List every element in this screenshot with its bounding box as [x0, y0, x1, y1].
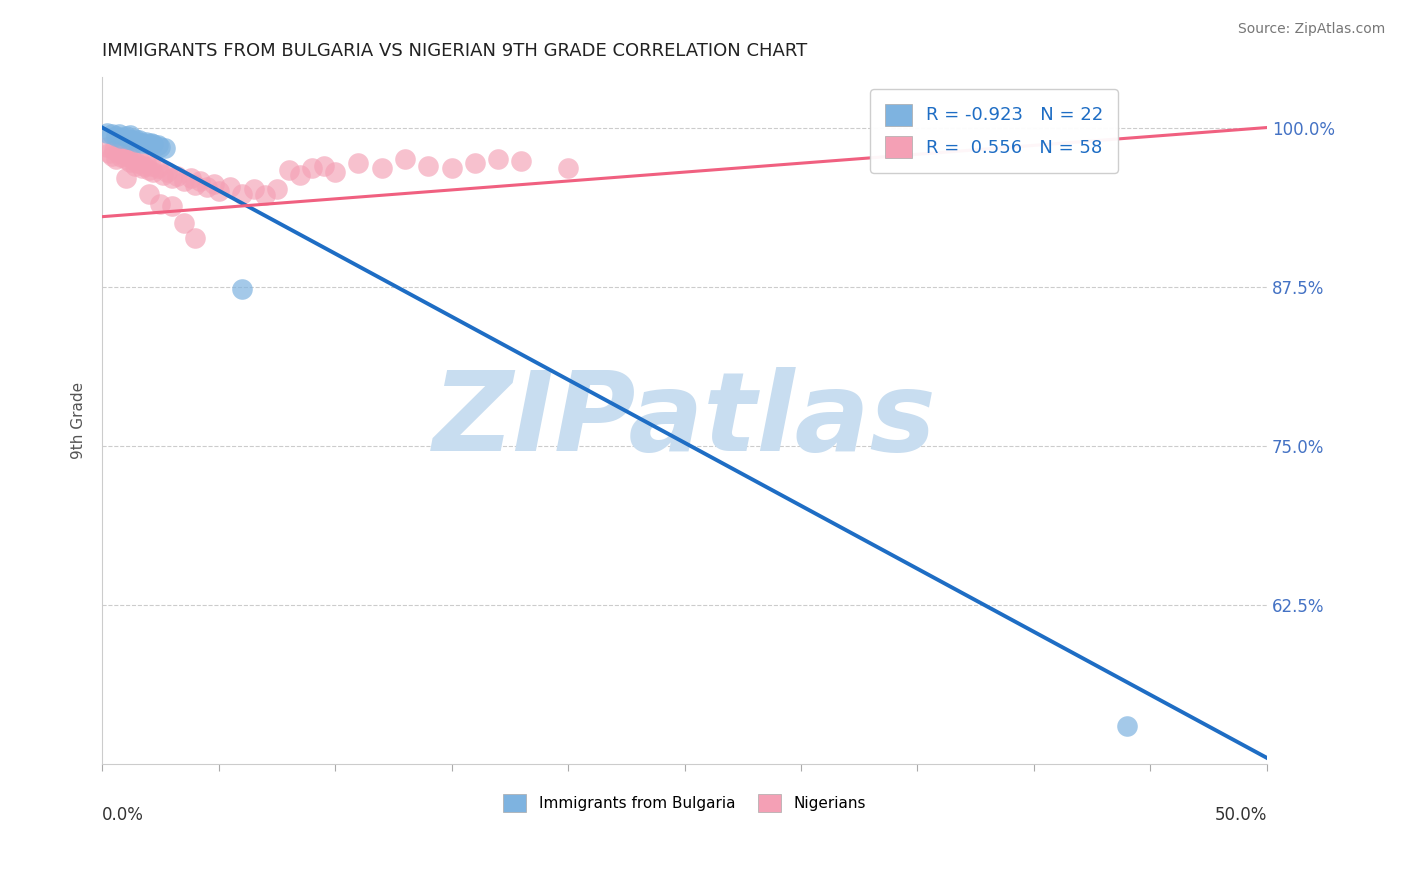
Point: [135, 135, 157, 149]
Point: [464, 156, 486, 170]
Point: [394, 153, 416, 167]
Point: [557, 161, 579, 176]
Point: [173, 174, 195, 188]
Point: [323, 165, 346, 179]
Point: [184, 231, 207, 245]
Point: [105, 153, 128, 167]
Point: [124, 159, 146, 173]
Point: [124, 132, 146, 146]
Point: [105, 129, 128, 144]
Point: [160, 171, 183, 186]
Point: [231, 282, 253, 296]
Point: [107, 127, 129, 141]
Point: [110, 150, 132, 164]
Point: [127, 156, 149, 170]
Point: [219, 180, 242, 194]
Point: [138, 137, 160, 152]
Point: [107, 146, 129, 161]
Text: 50.0%: 50.0%: [1215, 805, 1267, 823]
Point: [149, 197, 172, 211]
Point: [254, 188, 277, 202]
Point: [110, 130, 132, 145]
Legend: Immigrants from Bulgaria, Nigerians: Immigrants from Bulgaria, Nigerians: [498, 788, 872, 819]
Point: [142, 137, 165, 152]
Point: [117, 148, 139, 162]
Point: [290, 168, 312, 182]
Point: [114, 153, 136, 167]
Point: [202, 177, 225, 191]
Point: [180, 171, 202, 186]
Point: [100, 127, 122, 141]
Point: [149, 139, 172, 153]
Point: [371, 161, 394, 176]
Point: [152, 168, 174, 182]
Point: [138, 162, 160, 177]
Point: [266, 182, 288, 196]
Point: [131, 136, 153, 150]
Point: [128, 133, 150, 147]
Text: ZIPatlas: ZIPatlas: [433, 367, 936, 474]
Point: [418, 159, 440, 173]
Point: [134, 159, 156, 173]
Point: [128, 153, 150, 167]
Point: [114, 171, 136, 186]
Point: [156, 165, 179, 179]
Point: [146, 138, 169, 153]
Point: [440, 161, 463, 176]
Point: [242, 182, 264, 196]
Point: [146, 161, 169, 176]
Point: [153, 141, 176, 155]
Point: [120, 155, 142, 169]
Point: [135, 156, 157, 170]
Point: [1116, 719, 1139, 733]
Point: [127, 135, 149, 149]
Point: [510, 153, 533, 168]
Text: IMMIGRANTS FROM BULGARIA VS NIGERIAN 9TH GRADE CORRELATION CHART: IMMIGRANTS FROM BULGARIA VS NIGERIAN 9TH…: [103, 42, 807, 60]
Point: [112, 144, 135, 158]
Point: [120, 128, 142, 143]
Point: [173, 216, 195, 230]
Point: [121, 153, 143, 167]
Point: [166, 169, 188, 183]
Point: [121, 133, 143, 147]
Point: [131, 161, 153, 176]
Point: [98, 146, 121, 161]
Text: Source: ZipAtlas.com: Source: ZipAtlas.com: [1237, 22, 1385, 37]
Point: [103, 144, 125, 158]
Point: [160, 199, 183, 213]
Point: [114, 129, 136, 144]
Point: [301, 161, 323, 176]
Point: [208, 184, 231, 198]
Point: [139, 159, 162, 173]
Point: [231, 186, 253, 201]
Point: [142, 165, 165, 179]
Point: [117, 132, 139, 146]
Point: [139, 136, 162, 150]
Point: [100, 148, 122, 162]
Point: [96, 126, 118, 140]
Point: [347, 156, 370, 170]
Point: [312, 159, 335, 173]
Text: 0.0%: 0.0%: [103, 805, 143, 823]
Point: [138, 186, 160, 201]
Point: [188, 174, 211, 188]
Point: [184, 178, 207, 192]
Y-axis label: 9th Grade: 9th Grade: [72, 382, 86, 459]
Point: [96, 139, 118, 153]
Point: [195, 180, 218, 194]
Point: [277, 162, 299, 177]
Point: [486, 153, 509, 167]
